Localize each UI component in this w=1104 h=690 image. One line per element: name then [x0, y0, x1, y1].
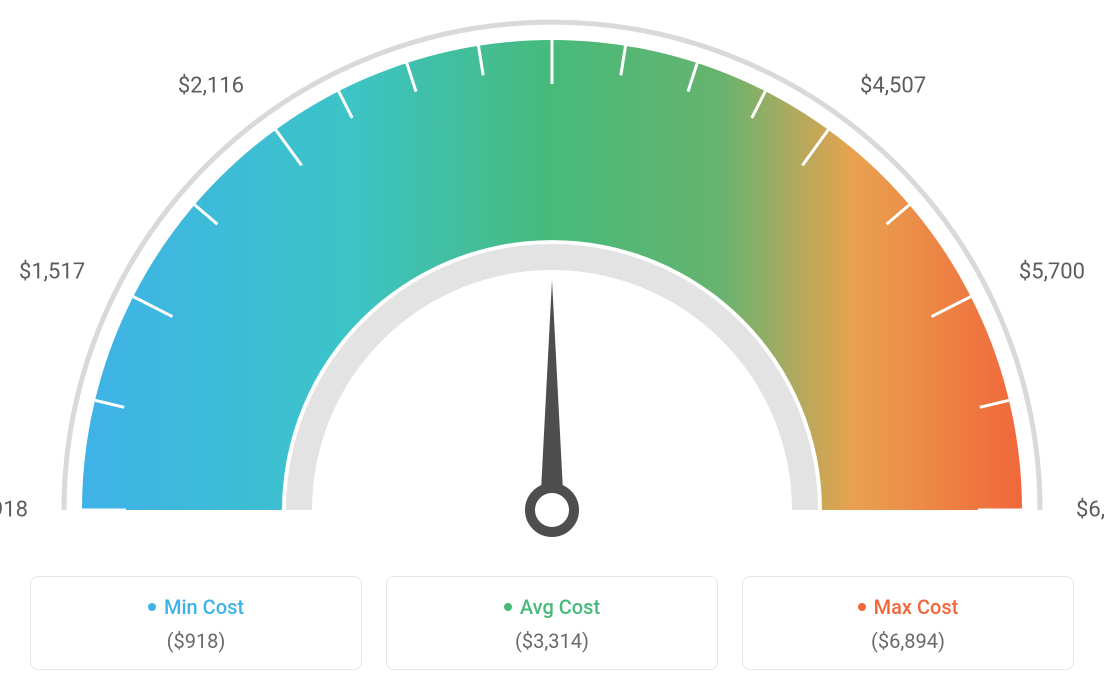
- legend-card-min: Min Cost ($918): [30, 576, 362, 670]
- gauge-tick-label: $918: [0, 498, 28, 523]
- legend-value-avg: ($3,314): [397, 629, 707, 653]
- legend-row: Min Cost ($918) Avg Cost ($3,314) Max Co…: [30, 576, 1074, 670]
- legend-label: Min Cost: [164, 595, 244, 619]
- gauge-chart: $918$1,517$2,116$3,314$4,507$5,700$6,894: [0, 0, 1104, 560]
- legend-card-max: Max Cost ($6,894): [742, 576, 1074, 670]
- gauge-tick-label: $2,116: [178, 74, 244, 99]
- legend-label: Max Cost: [874, 595, 959, 619]
- gauge-tick-label: $6,894: [1076, 498, 1104, 523]
- dot-icon: [858, 603, 866, 611]
- legend-title-avg: Avg Cost: [504, 595, 600, 619]
- cost-gauge-container: $918$1,517$2,116$3,314$4,507$5,700$6,894…: [0, 0, 1104, 690]
- gauge-tick-label: $1,517: [19, 260, 85, 285]
- legend-title-max: Max Cost: [858, 595, 959, 619]
- gauge-tick-label: $5,700: [1019, 260, 1085, 285]
- gauge-tick-label: $4,507: [860, 74, 926, 99]
- legend-value-max: ($6,894): [753, 629, 1063, 653]
- legend-title-min: Min Cost: [148, 595, 244, 619]
- legend-value-min: ($918): [41, 629, 351, 653]
- legend-card-avg: Avg Cost ($3,314): [386, 576, 718, 670]
- legend-label: Avg Cost: [520, 595, 600, 619]
- dot-icon: [148, 603, 156, 611]
- dot-icon: [504, 603, 512, 611]
